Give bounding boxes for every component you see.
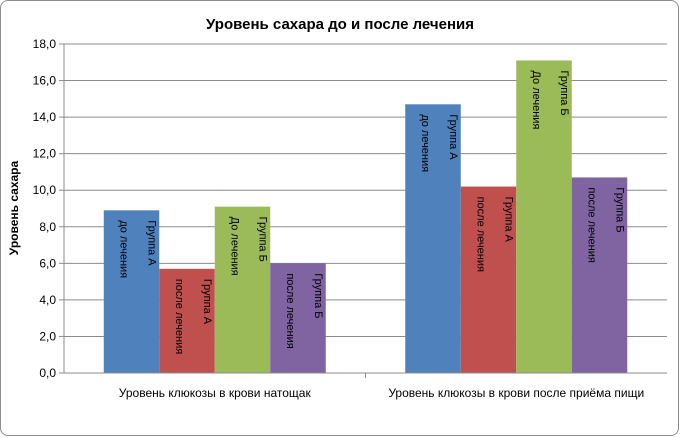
bar-label-line: Группа А (201, 279, 213, 325)
bar-label: До лечения Группа Б (530, 70, 570, 129)
bar-label-line: До лечения (229, 217, 241, 276)
x-category-label: Уровень клюкозы в крови натощак (119, 386, 312, 400)
y-tick-label: 0,0 (39, 366, 56, 380)
y-tick-label: 6,0 (39, 256, 56, 270)
bar-label-line: До лечения (530, 70, 542, 129)
bar-label: до лечения Группа А (118, 220, 158, 278)
bar-label-line: после лечения (284, 273, 296, 348)
bar-label: после лечения Группа А (173, 279, 213, 354)
bar (405, 104, 461, 374)
y-tick-label: 18,0 (33, 37, 57, 51)
y-tick-label: 4,0 (39, 293, 56, 307)
bar (159, 268, 215, 373)
bar-label: после лечения Группа Б (284, 273, 324, 348)
bar (214, 206, 271, 373)
bar (270, 263, 326, 373)
y-tick-label: 2,0 (39, 329, 56, 343)
bar-label-line: после лечения (475, 197, 487, 272)
bar-label: после лечения Группа А (475, 197, 515, 272)
y-tick-label: 16,0 (33, 74, 57, 88)
bar-label-line: Группа Б (558, 70, 570, 115)
bar-label-line: Группа Б (257, 217, 269, 262)
bar-label-line: до лечения (419, 114, 431, 172)
bar-label-line: до лечения (118, 220, 130, 278)
bar-label-line: Группа А (146, 220, 158, 266)
bar-label-line: Группа Б (614, 187, 626, 232)
bar-label: До лечения Группа Б (229, 217, 269, 276)
bar (516, 60, 572, 373)
y-tick-label: 12,0 (33, 147, 57, 161)
bars: до лечения Группа А после лечения Группа А Д… (103, 60, 628, 374)
bar-label-line: Группа А (447, 114, 459, 160)
bar-label: до лечения Группа А (419, 114, 459, 172)
y-tick-label: 14,0 (33, 110, 57, 124)
bar-label-line: после лечения (586, 187, 598, 262)
bar-label-line: после лечения (173, 279, 185, 354)
bar-label: после лечения Группа Б (586, 187, 626, 262)
y-tick-label: 8,0 (39, 220, 56, 234)
bar (103, 210, 160, 373)
y-tick-label: 10,0 (33, 183, 57, 197)
x-category-label: Уровень клюкозы в крови после приёма пищ… (388, 386, 644, 400)
bar (571, 177, 628, 373)
chart-title: Уровень сахара до и после лечения (206, 16, 474, 33)
bar (460, 186, 517, 373)
bar-label-line: Группа Б (312, 273, 324, 318)
y-axis-label: Уровень сахара (7, 160, 21, 255)
bar-label-line: Группа А (503, 197, 515, 243)
axes: 0,0 2,0 4,0 6,0 8,0 10,0 12,0 14,0 16,0 18,0 Урове… (33, 37, 667, 400)
